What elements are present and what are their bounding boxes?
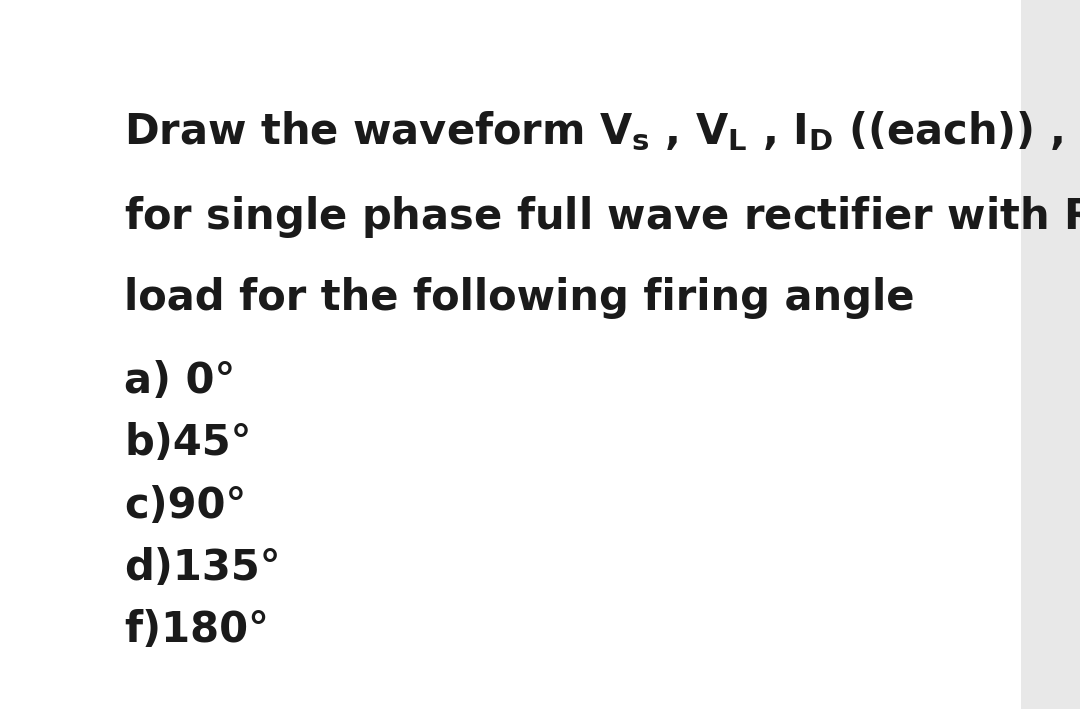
Text: load for the following firing angle: load for the following firing angle — [124, 277, 915, 319]
Text: d)135°: d)135° — [124, 547, 281, 589]
Text: f)180°: f)180° — [124, 609, 269, 652]
Text: Draw the waveform $\mathdefault{V_s}$ , $\mathdefault{V_L}$ , $\mathdefault{I_D}: Draw the waveform $\mathdefault{V_s}$ , … — [124, 110, 1080, 153]
Text: b)45°: b)45° — [124, 422, 252, 464]
Text: for single phase full wave rectifier with $\mathdefault{R_L}$: for single phase full wave rectifier wit… — [124, 194, 1080, 240]
Text: a) 0°: a) 0° — [124, 359, 235, 402]
Text: c)90°: c)90° — [124, 484, 246, 527]
